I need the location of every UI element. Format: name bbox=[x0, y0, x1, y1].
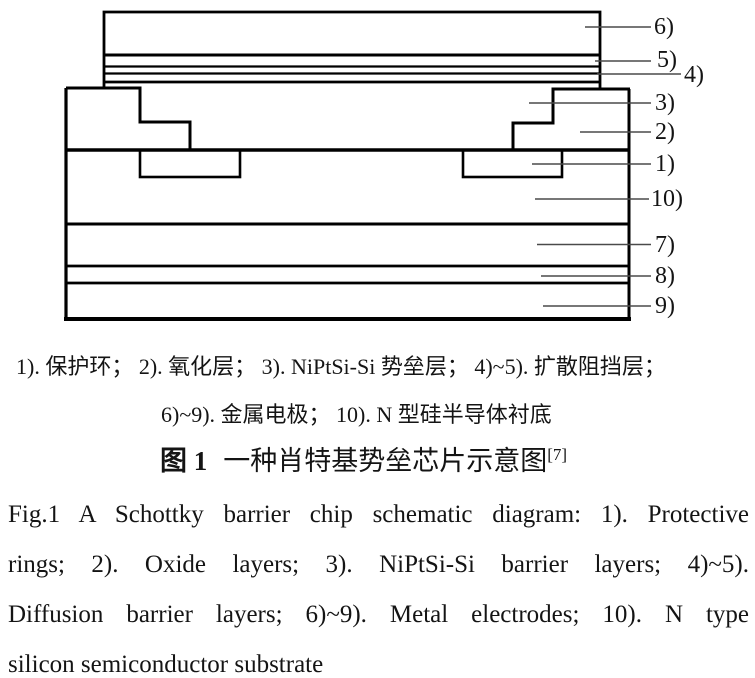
figure-title-zh: 图 1 一种肖特基势垒芯片示意图[7] bbox=[160, 439, 567, 478]
layer-label-9: 9) bbox=[655, 293, 675, 319]
label-leader-lines bbox=[529, 26, 681, 307]
right-oxide-step bbox=[511, 87, 631, 319]
schematic-svg bbox=[64, 10, 681, 321]
layer-label-6: 6) bbox=[654, 14, 674, 40]
layer-label-4: 4) bbox=[684, 62, 704, 88]
legend-zh-line1: 1). 保护环； 2). 氧化层； 3). NiPtSi-Si 势垒层； 4)~… bbox=[16, 354, 666, 379]
legend-zh-line2: 6)~9). 金属电极； 10). N 型硅半导体衬底 bbox=[161, 402, 552, 427]
caption-en-line1: Fig.1 A Schottky barrier chip schematic … bbox=[8, 501, 749, 528]
citation-ref: [7] bbox=[547, 445, 568, 464]
figure-title-text-zh: 一种肖特基势垒芯片示意图 bbox=[223, 446, 548, 476]
layer-label-7: 7) bbox=[655, 232, 675, 258]
layer-label-3: 3) bbox=[655, 90, 675, 116]
left-protective-ring bbox=[138, 148, 242, 179]
caption-en-line2: rings; 2). Oxide layers; 3). NiPtSi-Si b… bbox=[8, 551, 749, 578]
layer-label-1: 1) bbox=[655, 151, 675, 177]
figure-number-zh: 图 1 bbox=[160, 446, 208, 476]
top-electrode-outline bbox=[102, 10, 602, 89]
layer-label-5: 5) bbox=[657, 47, 677, 73]
layer-label-2: 2) bbox=[655, 119, 675, 145]
schematic-diagram: 6) 5) 4) 3) 2) 1) 10) 7) 8) 9) bbox=[64, 10, 704, 321]
layer-label-10: 10) bbox=[651, 186, 683, 212]
caption-en: Fig.1 A Schottky barrier chip schematic … bbox=[8, 490, 749, 678]
left-oxide-step bbox=[66, 86, 192, 150]
caption-en-line4: silicon semiconductor substrate bbox=[8, 651, 324, 678]
chip-structure-lines bbox=[64, 10, 631, 321]
layer-label-8: 8) bbox=[655, 263, 675, 289]
caption-en-line3: Diffusion barrier layers; 6)~9). Metal e… bbox=[8, 601, 749, 628]
